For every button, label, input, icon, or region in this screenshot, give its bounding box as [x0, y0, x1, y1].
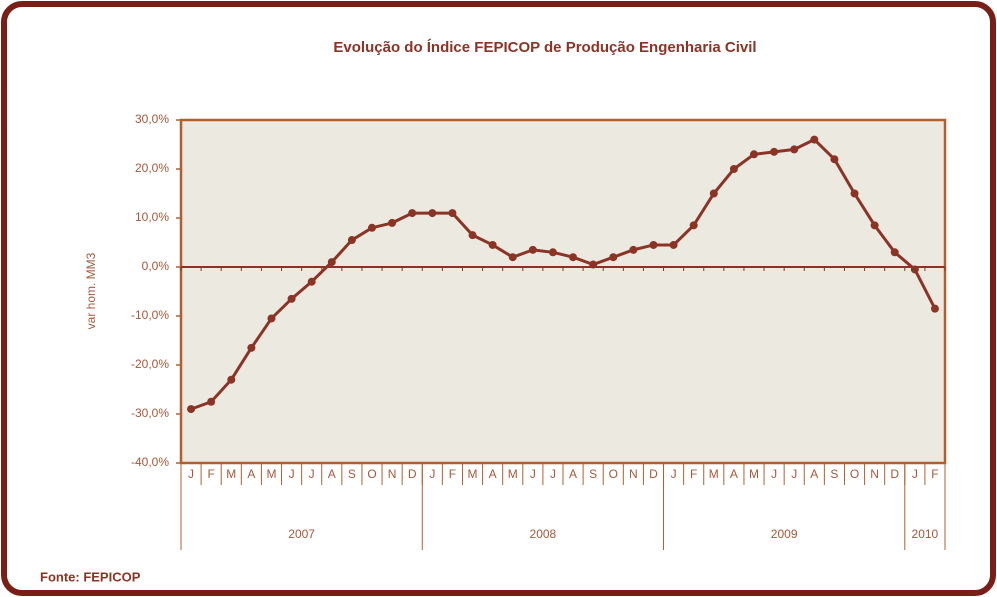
x-tick-label: A [247, 467, 255, 481]
y-tick-label: 10,0% [135, 210, 169, 224]
point [548, 248, 557, 257]
point [669, 240, 678, 249]
point [890, 248, 899, 257]
x-tick-label: M [226, 467, 236, 481]
x-tick-label: J [530, 467, 536, 481]
x-tick-label: D [649, 467, 658, 481]
x-tick-label: J [771, 467, 777, 481]
x-tick-label: J [671, 467, 677, 481]
point [910, 265, 919, 274]
x-tick-label: N [388, 467, 397, 481]
x-tick-label: J [188, 467, 194, 481]
chart-title: Evolução do Índice FEPICOP de Produção E… [333, 39, 756, 56]
point [770, 147, 779, 156]
x-tick-label: J [429, 467, 435, 481]
point [508, 253, 517, 262]
x-tick-label: J [309, 467, 315, 481]
point [227, 375, 236, 384]
x-tick-label: A [730, 467, 738, 481]
plot-area [179, 118, 947, 465]
point [850, 189, 859, 198]
point [327, 258, 336, 267]
point [267, 314, 276, 323]
point [448, 209, 457, 218]
y-tick-label: 30,0% [135, 112, 169, 126]
point [629, 245, 638, 254]
point [729, 165, 738, 173]
point [830, 155, 839, 164]
x-tick-label: N [629, 467, 638, 481]
x-tick-label: A [569, 467, 577, 481]
point [790, 145, 799, 154]
x-tick-label: A [810, 467, 818, 481]
x-tick-label: M [508, 467, 518, 481]
point [247, 343, 256, 352]
source: Fonte: FEPICOP [40, 569, 141, 584]
x-tick-label: S [589, 467, 597, 481]
point [368, 223, 376, 232]
point [870, 221, 879, 230]
x-tick-label: J [289, 467, 295, 481]
x-tick-label: M [468, 467, 478, 481]
point [428, 209, 437, 218]
x-tick-label: N [870, 467, 879, 481]
x-tick-label: F [931, 467, 938, 481]
year-label: 2010 [912, 527, 939, 541]
point [347, 236, 356, 245]
x-tick-label: J [912, 467, 918, 481]
point [528, 245, 537, 254]
point [589, 260, 598, 269]
x-tick-label: M [749, 467, 759, 481]
point [408, 209, 417, 218]
y-tick-label: 0,0% [142, 259, 170, 273]
year-label: 2009 [771, 527, 798, 541]
x-tick-label: F [449, 467, 456, 481]
point [609, 253, 618, 262]
point [930, 304, 939, 313]
x-tick-label: M [709, 467, 719, 481]
point [810, 135, 819, 144]
x-tick-label: D [890, 467, 899, 481]
point [207, 397, 216, 406]
point [750, 150, 758, 159]
y-tick-label: -30,0% [131, 406, 169, 420]
x-tick-label: A [489, 467, 497, 481]
x-tick-label: O [850, 467, 859, 481]
x-tick-label: D [408, 467, 417, 481]
y-tick-label: -20,0% [131, 357, 169, 371]
x-tick-label: J [550, 467, 556, 481]
x-tick-label: O [367, 467, 376, 481]
year-label: 2007 [288, 527, 315, 541]
point [649, 240, 658, 249]
point [709, 189, 718, 198]
x-tick-label: M [266, 467, 276, 481]
x-tick-label: S [348, 467, 356, 481]
point [569, 253, 578, 262]
x-tick-label: O [609, 467, 618, 481]
y-tick-label: 20,0% [135, 161, 169, 175]
x-tick-label: F [207, 467, 214, 481]
x-tick-label: S [830, 467, 838, 481]
point [388, 218, 397, 227]
point [468, 231, 477, 240]
point [307, 277, 316, 286]
point [488, 240, 497, 249]
point [187, 405, 196, 414]
year-label: 2008 [530, 527, 557, 541]
point [287, 294, 296, 303]
x-tick-label: J [791, 467, 797, 481]
x-tick-label: A [328, 467, 336, 481]
y-tick-label: -40,0% [131, 455, 169, 469]
y-tick-label: -10,0% [131, 308, 169, 322]
y-axis-label: var hom. MM3 [84, 252, 98, 329]
point [689, 221, 698, 230]
x-tick-label: F [690, 467, 697, 481]
